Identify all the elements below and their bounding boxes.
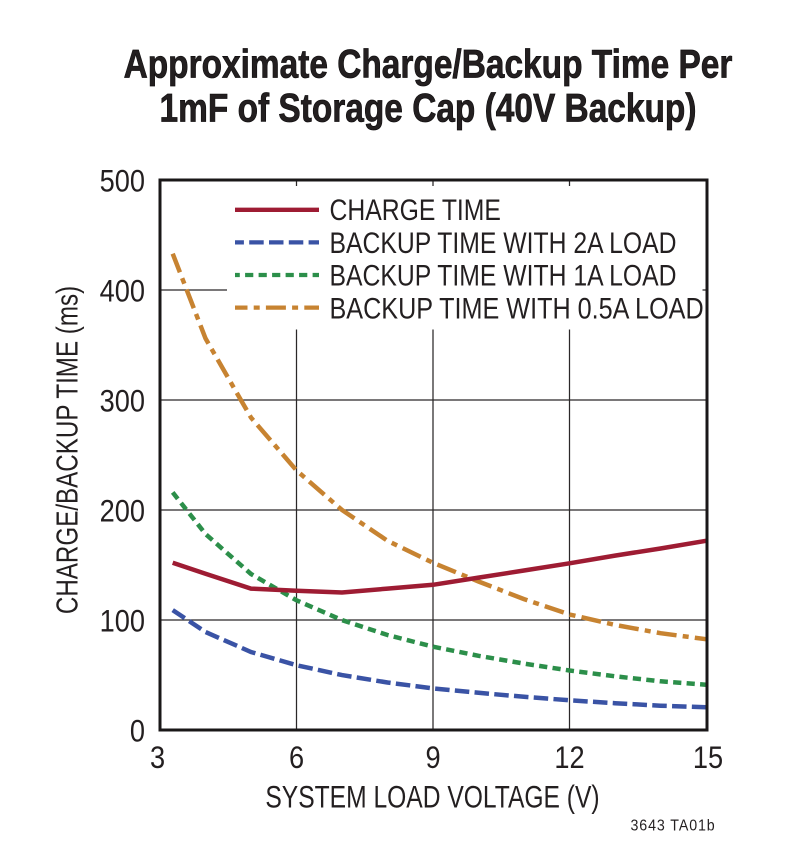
svg-text:BACKUP TIME WITH 1A LOAD: BACKUP TIME WITH 1A LOAD <box>330 258 677 292</box>
svg-text:3: 3 <box>150 740 165 775</box>
svg-text:500: 500 <box>100 164 145 199</box>
svg-text:12: 12 <box>554 740 584 775</box>
svg-text:200: 200 <box>100 494 145 529</box>
svg-text:15: 15 <box>693 740 723 775</box>
svg-text:BACKUP TIME WITH 2A LOAD: BACKUP TIME WITH 2A LOAD <box>330 226 677 260</box>
svg-text:1mF of Storage Cap (40V Backup: 1mF of Storage Cap (40V Backup) <box>160 85 697 131</box>
svg-text:BACKUP TIME WITH 0.5A LOAD: BACKUP TIME WITH 0.5A LOAD <box>330 291 704 325</box>
svg-text:SYSTEM LOAD VOLTAGE (V): SYSTEM LOAD VOLTAGE (V) <box>265 780 599 814</box>
svg-text:3643 TA01b: 3643 TA01b <box>631 817 716 835</box>
svg-text:Approximate Charge/Backup Time: Approximate Charge/Backup Time Per <box>124 41 733 87</box>
svg-text:CHARGE/BACKUP TIME (ms): CHARGE/BACKUP TIME (ms) <box>50 286 84 614</box>
svg-text:100: 100 <box>100 604 145 639</box>
svg-text:6: 6 <box>289 740 304 775</box>
svg-text:CHARGE TIME: CHARGE TIME <box>330 193 501 227</box>
svg-text:9: 9 <box>425 740 440 775</box>
svg-text:400: 400 <box>100 274 145 309</box>
svg-text:0: 0 <box>130 714 145 749</box>
svg-text:300: 300 <box>100 384 145 419</box>
